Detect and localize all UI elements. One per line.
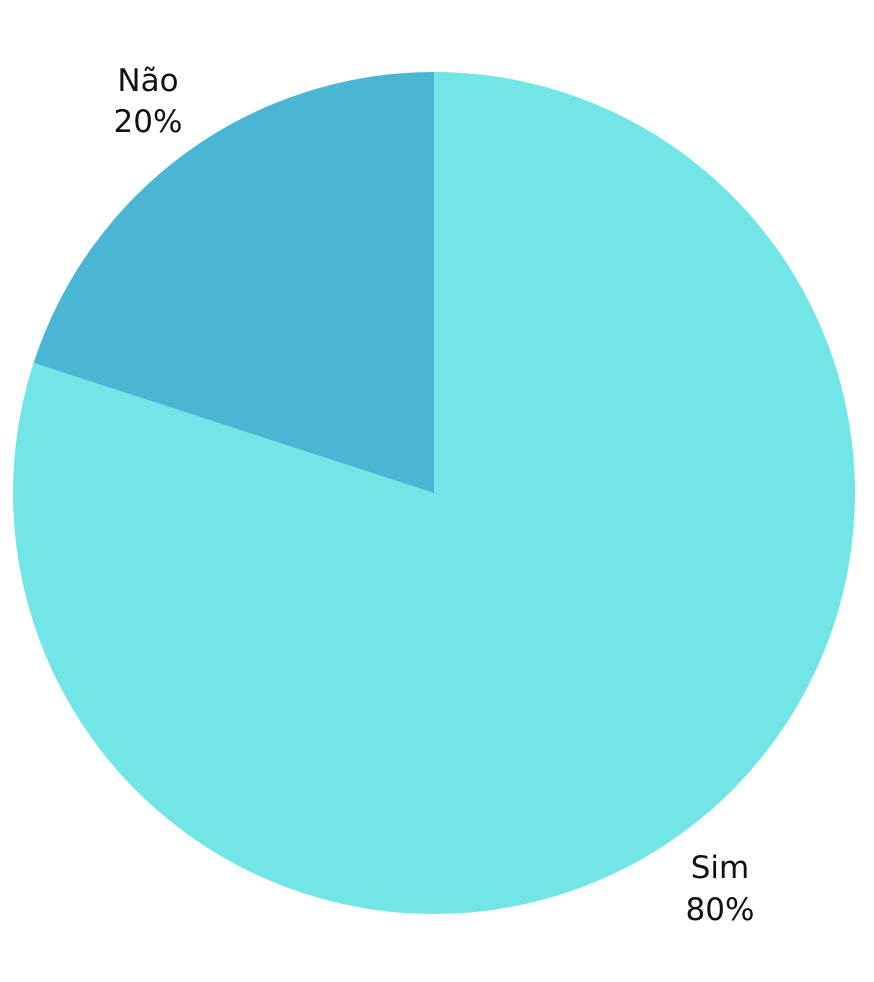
pie-slice-sim	[13, 72, 856, 915]
slice-label-percent: 80%	[686, 892, 755, 928]
pie-labels: Sim 80% Não 20%	[114, 63, 755, 928]
pie-slices	[13, 72, 856, 915]
slice-label-percent: 20%	[114, 104, 183, 140]
pie-slice-nao	[33, 72, 435, 493]
slice-label-name: Não	[117, 63, 178, 99]
slice-label-name: Sim	[691, 850, 750, 886]
